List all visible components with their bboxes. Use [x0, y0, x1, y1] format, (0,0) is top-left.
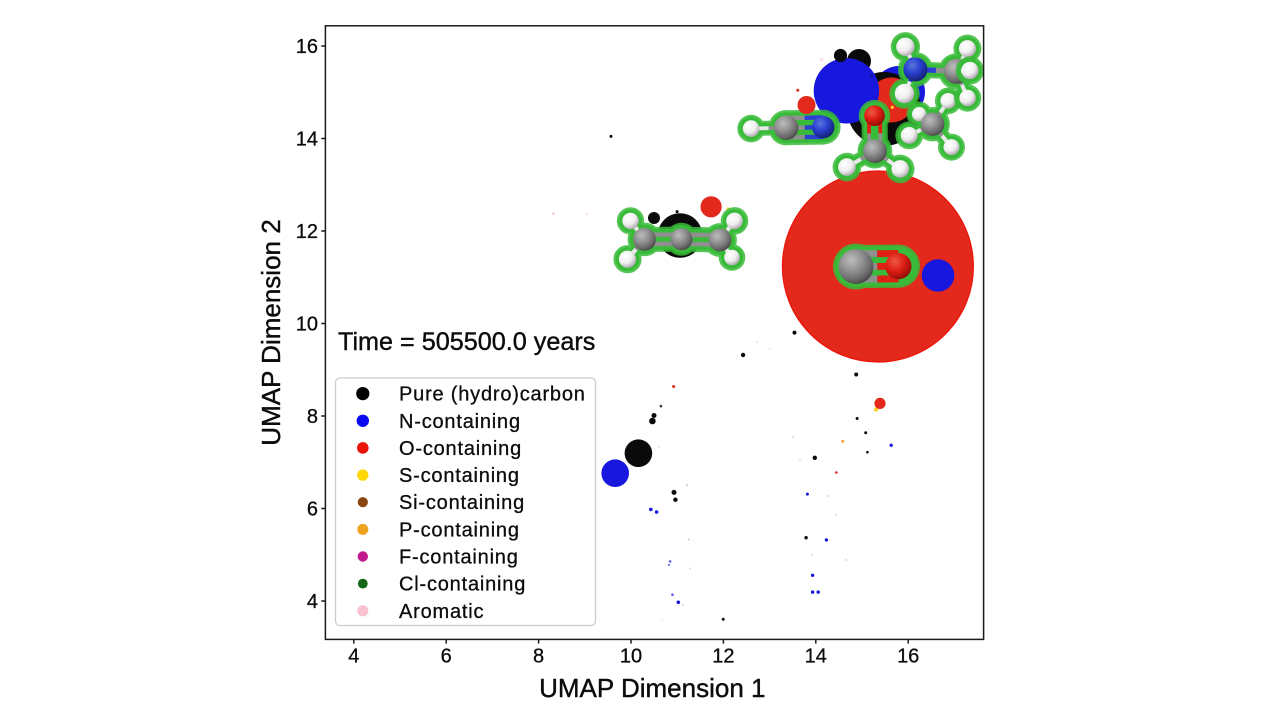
svg-text:6: 6: [441, 646, 452, 668]
svg-text:8: 8: [307, 406, 318, 428]
svg-text:4: 4: [307, 591, 318, 613]
svg-text:14: 14: [805, 646, 827, 668]
svg-text:O-containing: O-containing: [399, 438, 522, 460]
svg-text:UMAP Dimension 2: UMAP Dimension 2: [256, 219, 286, 445]
svg-text:Aromatic: Aromatic: [399, 601, 484, 623]
svg-text:P-containing: P-containing: [399, 519, 520, 541]
svg-text:UMAP Dimension 1: UMAP Dimension 1: [539, 673, 765, 703]
svg-text:8: 8: [533, 646, 544, 668]
svg-text:Si-containing: Si-containing: [399, 492, 525, 514]
svg-text:N-containing: N-containing: [399, 411, 521, 433]
svg-text:Cl-containing: Cl-containing: [399, 574, 526, 596]
svg-text:4: 4: [348, 646, 359, 668]
svg-text:12: 12: [712, 646, 734, 668]
svg-text:16: 16: [897, 646, 919, 668]
svg-text:S-containing: S-containing: [399, 465, 520, 487]
svg-text:10: 10: [296, 314, 318, 336]
svg-text:16: 16: [296, 36, 318, 58]
svg-text:14: 14: [296, 129, 318, 151]
svg-text:Pure (hydro)carbon: Pure (hydro)carbon: [399, 384, 586, 406]
svg-text:10: 10: [620, 646, 642, 668]
svg-text:F-containing: F-containing: [399, 547, 519, 569]
svg-text:6: 6: [307, 499, 318, 521]
svg-text:Time = 505500.0 years: Time = 505500.0 years: [338, 328, 595, 356]
svg-text:12: 12: [296, 221, 318, 243]
